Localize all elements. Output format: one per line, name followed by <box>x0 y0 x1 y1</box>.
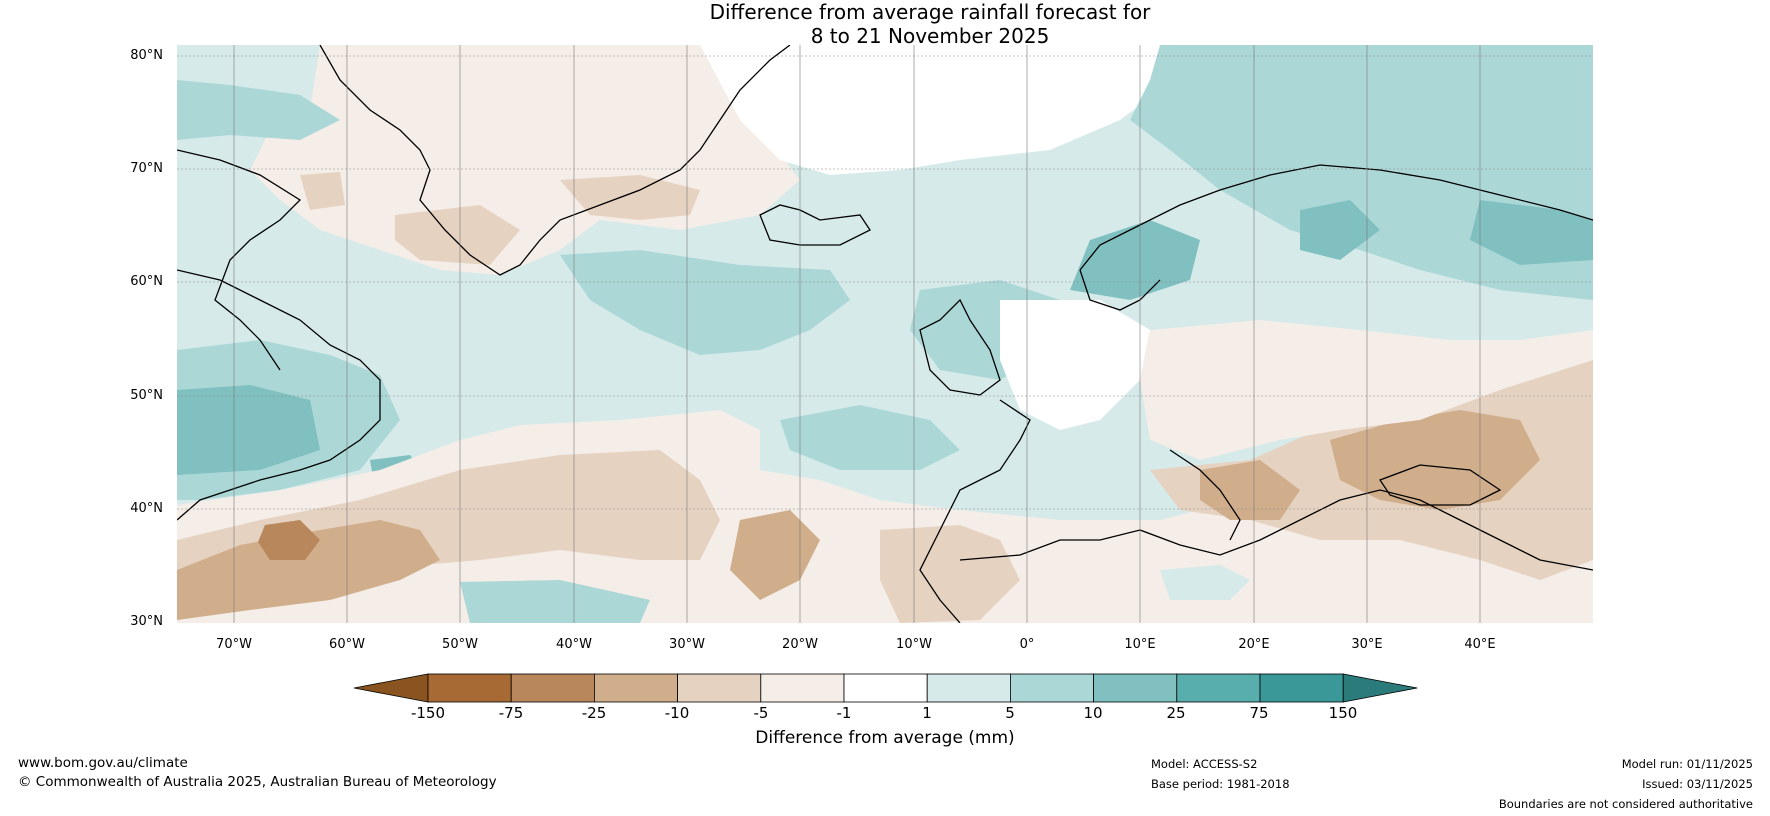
colorbar-swatch <box>677 673 762 703</box>
colorbar-swatch <box>594 673 679 703</box>
colorbar-tick: 10 <box>1083 704 1103 722</box>
meridians <box>233 45 1481 623</box>
region-greenland-drier <box>300 172 700 265</box>
lon-label-70w: 70°W <box>216 637 252 652</box>
coast-europe-west <box>919 399 1031 623</box>
region-atlantic-wet-1 <box>560 250 850 355</box>
colorbar-tick: -25 <box>581 704 607 722</box>
lon-label-30w: 30°W <box>669 637 705 652</box>
graticule <box>177 55 1593 510</box>
lon-label-40w: 40°W <box>556 637 592 652</box>
colorbar-swatch <box>926 673 1011 703</box>
colorbar-tick: 1 <box>922 704 932 722</box>
coast-canada <box>177 269 381 521</box>
copyright-text: © Commonwealth of Australia 2025, Austra… <box>18 774 497 790</box>
lat-label-30n: 30°N <box>130 614 163 629</box>
region-azores-wet <box>460 580 650 623</box>
website-text: www.bom.gov.au/climate <box>18 755 188 771</box>
disclaimer-text: Boundaries are not considered authoritat… <box>1498 797 1753 811</box>
colorbar-swatch <box>1010 673 1095 703</box>
region-south-dry-strong <box>177 410 1540 620</box>
colorbar-tick: -1 <box>836 704 852 722</box>
model-text: Model: ACCESS-S2 <box>1151 757 1258 771</box>
coast-greenland <box>319 45 791 276</box>
coast-scandinavia <box>1079 164 1593 271</box>
colorbar-label: Difference from average (mm) <box>755 728 1015 748</box>
colorbar-swatch <box>1259 673 1344 703</box>
colorbar-tick: 150 <box>1328 704 1358 722</box>
colorbar-swatch <box>1093 673 1178 703</box>
lon-label-10e: 10°E <box>1124 637 1156 652</box>
model-run-text: Model run: 01/11/2025 <box>1621 757 1753 771</box>
colorbar-extend-over <box>1342 673 1418 703</box>
colorbar-swatch <box>510 673 595 703</box>
coast-black-sea <box>1379 464 1502 506</box>
lon-label-10w: 10°W <box>896 637 932 652</box>
region-north-africa-wet <box>1160 565 1250 600</box>
lon-label-30e: 30°E <box>1351 637 1383 652</box>
lat-label-80n: 80°N <box>130 48 163 63</box>
title-line-1: Difference from average rainfall forecas… <box>709 0 1151 24</box>
lon-label-60w: 60°W <box>329 637 365 652</box>
region-south-dry-light <box>177 360 1593 623</box>
coast-iceland <box>759 204 871 246</box>
lon-label-20e: 20°E <box>1238 637 1270 652</box>
region-europe-neutral <box>1000 300 1150 430</box>
lat-label-50n: 50°N <box>130 388 163 403</box>
lat-label-40n: 40°N <box>130 501 163 516</box>
lon-label-0: 0° <box>1019 637 1035 652</box>
coast-italy <box>1169 449 1241 541</box>
colorbar-tick: -150 <box>410 704 446 722</box>
colorbar-tick: -10 <box>664 704 690 722</box>
colorbar-swatch <box>1176 673 1261 703</box>
colorbar-swatch <box>427 673 512 703</box>
colorbar-tick: -5 <box>753 704 769 722</box>
lon-label-40e: 40°E <box>1464 637 1496 652</box>
region-labrador-wetter <box>177 385 320 475</box>
region-atlantic-wet-3 <box>780 405 960 470</box>
colorbar-tick: 75 <box>1249 704 1269 722</box>
colorbar-tick: 5 <box>1005 704 1015 722</box>
lat-label-60n: 60°N <box>130 274 163 289</box>
colorbar-swatch <box>760 673 845 703</box>
region-mid-atlantic-dry-max <box>258 520 320 560</box>
region-arctic-wet-upper-left <box>177 80 340 140</box>
colorbar-tick: 25 <box>1166 704 1186 722</box>
base-period-text: Base period: 1981-2018 <box>1151 777 1290 791</box>
coast-norway-south <box>1079 269 1161 311</box>
lon-label-50w: 50°W <box>442 637 478 652</box>
lon-label-20w: 20°W <box>782 637 818 652</box>
chart-title: Difference from average rainfall forecas… <box>0 0 1770 48</box>
issued-text: Issued: 03/11/2025 <box>1642 777 1753 791</box>
colorbar-extend-under <box>353 673 429 703</box>
region-scandinavia-wetter <box>1070 200 1593 300</box>
colorbar <box>353 673 1418 703</box>
anomaly-field <box>177 45 1593 623</box>
title-line-2: 8 to 21 November 2025 <box>810 24 1050 48</box>
coast-baffin <box>177 149 302 371</box>
coast-british-isles <box>919 298 1001 396</box>
colorbar-tick: -75 <box>498 704 524 722</box>
lat-label-70n: 70°N <box>130 161 163 176</box>
region-neutral-north <box>700 45 1160 175</box>
colorbar-swatch <box>843 673 928 703</box>
